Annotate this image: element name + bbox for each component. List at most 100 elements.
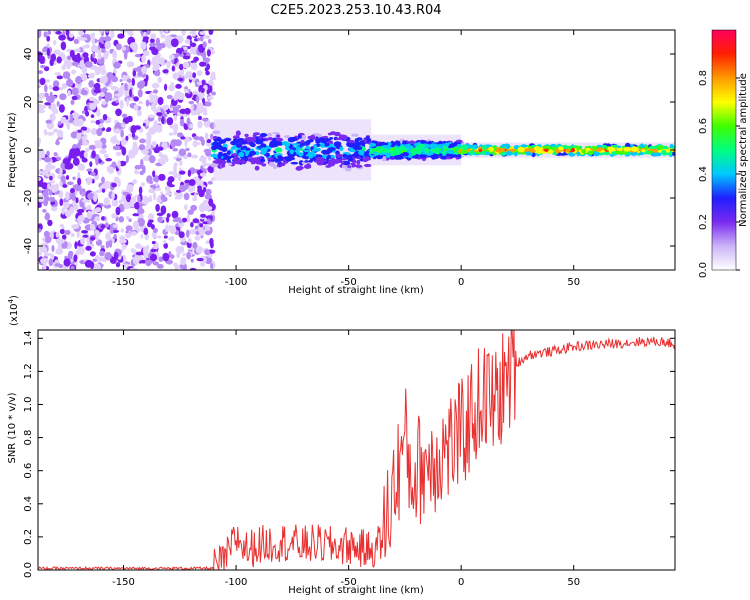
spectrogram-cell — [59, 224, 64, 228]
spectrogram-cell — [274, 147, 283, 153]
spectrogram-cell — [212, 130, 221, 134]
spectrogram-cell — [205, 188, 212, 195]
y-tick-label: 1.0 — [23, 397, 34, 413]
spectrogram-cell — [272, 157, 277, 161]
spectrogram-cell — [147, 114, 156, 119]
spectrogram-cell — [640, 143, 644, 149]
snr-marks — [38, 330, 675, 570]
spectrogram-x-ticks: -150 -100 -50 0 50 — [112, 30, 580, 288]
spectrogram-cell — [115, 128, 121, 134]
spectrogram-cell — [387, 142, 392, 146]
spectrogram-cell — [91, 150, 96, 159]
spectrogram-cell — [42, 263, 47, 270]
spectrogram-cell — [40, 257, 49, 265]
spectrogram-cell — [289, 149, 294, 155]
x-tick-label: 0 — [458, 277, 464, 288]
spectrogram-cell — [166, 61, 171, 68]
spectrogram-cell — [48, 84, 53, 90]
spectrogram-cell — [115, 262, 121, 268]
spectrogram-cell — [297, 134, 302, 139]
spectrogram-cell — [188, 179, 196, 186]
spectrogram-cell — [91, 37, 95, 45]
spectrogram-cell — [53, 152, 58, 157]
x-tick-label: 0 — [458, 577, 464, 588]
spectrogram-cell — [204, 132, 209, 141]
spectrogram-cell — [102, 114, 108, 121]
spectrogram-cell — [99, 91, 105, 98]
spectrogram-cell — [197, 185, 202, 190]
y-tick-label: 0.6 — [23, 463, 34, 479]
spectrogram-cell — [55, 138, 60, 146]
spectrogram-cell — [204, 249, 211, 256]
spectrogram-cell — [138, 186, 143, 195]
spectrogram-cell — [402, 140, 407, 144]
spectrogram-cell — [202, 160, 206, 168]
spectrogram-cell — [49, 189, 53, 196]
spectrogram-cell — [160, 57, 165, 61]
spectrogram-cell — [124, 233, 132, 239]
spectrogram-cell — [145, 99, 150, 107]
spectrogram-cell — [296, 165, 304, 170]
spectrogram-cell — [207, 180, 213, 185]
spectrogram-cell — [315, 156, 324, 161]
spectrogram-cell — [148, 155, 156, 164]
spectrogram-cell — [235, 143, 243, 148]
spectrogram-cell — [113, 251, 119, 259]
spectrogram-cell — [184, 204, 188, 211]
spectrogram-cell — [38, 194, 45, 203]
spectrogram-cell — [558, 153, 567, 156]
y-tick-label: 0.0 — [23, 562, 34, 578]
spectrogram-cell — [616, 145, 622, 148]
spectrogram-cell — [189, 42, 197, 48]
snr-y-label: SNR (10 * v/v) — [7, 392, 18, 463]
spectrogram-cell — [189, 123, 194, 129]
spectrogram-cell — [662, 145, 668, 150]
spectrogram-cell — [76, 217, 83, 222]
spectrogram-cell — [127, 78, 132, 83]
spectrogram-cell — [176, 252, 181, 258]
spectrogram-cell — [638, 152, 645, 156]
spectrogram-cell — [168, 84, 175, 92]
spectrogram-cell — [189, 267, 197, 270]
spectrogram-cell — [126, 97, 129, 107]
spectrogram-cell — [121, 138, 126, 147]
spectrogram-cell — [164, 83, 168, 91]
spectrogram-cell — [50, 53, 57, 62]
spectrogram-cell — [111, 75, 118, 83]
spectrogram-cell — [312, 144, 317, 149]
colorbar-tick-label: 0.4 — [698, 166, 709, 182]
spectrogram-cell — [67, 155, 72, 162]
spectrogram-cell — [81, 199, 90, 203]
spectrogram-cell — [71, 95, 78, 101]
spectrogram-cell — [155, 187, 161, 192]
spectrogram-cell — [558, 146, 564, 151]
spectrogram-cell — [170, 139, 176, 148]
spectrogram-cell — [396, 154, 404, 160]
spectrogram-cell — [184, 89, 189, 94]
spectrogram-cell — [82, 52, 89, 58]
spectrogram-cell — [190, 154, 199, 159]
spectrogram-cell — [288, 157, 296, 161]
spectrogram-cell — [210, 262, 214, 270]
spectrogram-cell — [65, 175, 70, 180]
spectrogram-cell — [83, 34, 91, 43]
spectrogram-cell — [232, 135, 240, 139]
spectrogram-cell — [152, 89, 159, 94]
spectrogram-cell — [38, 177, 42, 181]
spectrogram-cell — [169, 236, 175, 242]
spectrogram-cell — [254, 151, 260, 156]
spectrogram-cell — [172, 123, 179, 132]
spectrogram-cell — [58, 104, 65, 113]
spectrogram-cell — [45, 119, 53, 124]
y-tick-label: -20 — [23, 190, 34, 206]
spectrogram-cell — [255, 140, 262, 145]
spectrogram-cell — [90, 171, 96, 177]
spectrogram-cell — [194, 235, 201, 241]
spectrogram-cell — [77, 163, 85, 171]
spectrogram-cell — [657, 145, 665, 150]
spectrogram-cell — [270, 140, 277, 146]
spectrogram-cell — [73, 147, 81, 157]
spectrogram-cell — [414, 150, 422, 155]
spectrogram-cell — [565, 148, 571, 153]
spectrogram-cell — [378, 141, 387, 146]
